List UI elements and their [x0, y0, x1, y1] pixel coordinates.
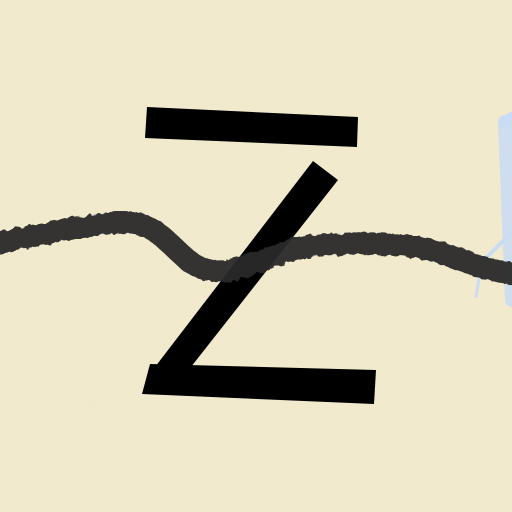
noise-stroke — [0, 211, 512, 286]
